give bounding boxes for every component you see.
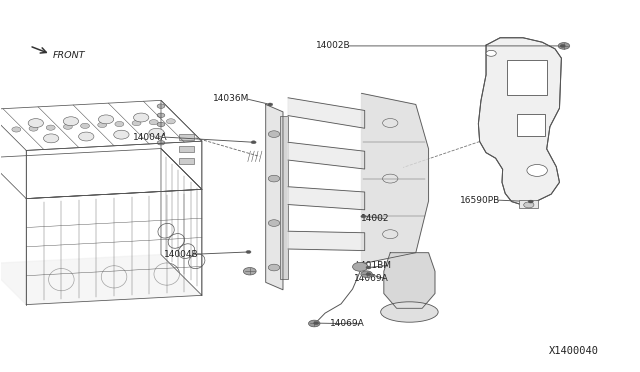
Circle shape xyxy=(63,124,72,129)
Circle shape xyxy=(149,120,158,125)
Circle shape xyxy=(79,132,94,141)
Circle shape xyxy=(157,141,165,145)
Circle shape xyxy=(268,131,280,137)
Circle shape xyxy=(361,271,372,278)
Circle shape xyxy=(268,220,280,227)
Polygon shape xyxy=(288,98,365,128)
Circle shape xyxy=(46,125,55,130)
Text: L401BM: L401BM xyxy=(356,261,392,270)
Text: 14002B: 14002B xyxy=(316,41,351,51)
Text: FRONT: FRONT xyxy=(53,51,86,60)
Circle shape xyxy=(353,262,368,271)
Circle shape xyxy=(268,175,280,182)
Polygon shape xyxy=(288,142,365,169)
Bar xyxy=(179,146,194,152)
Text: 14004A: 14004A xyxy=(133,132,168,142)
Circle shape xyxy=(12,127,21,132)
Circle shape xyxy=(366,273,371,276)
Circle shape xyxy=(524,202,534,208)
Circle shape xyxy=(560,44,565,47)
Text: 16590PB: 16590PB xyxy=(460,196,500,205)
Polygon shape xyxy=(478,38,561,205)
Text: 14069A: 14069A xyxy=(330,320,365,328)
Text: 14036M: 14036M xyxy=(213,94,250,103)
Text: X1400040: X1400040 xyxy=(548,346,598,356)
Polygon shape xyxy=(288,187,365,210)
Circle shape xyxy=(527,164,547,176)
Circle shape xyxy=(28,119,44,128)
Bar xyxy=(516,115,545,136)
Circle shape xyxy=(166,119,175,124)
Circle shape xyxy=(134,113,149,122)
Bar xyxy=(519,200,538,208)
Bar xyxy=(507,60,547,95)
Circle shape xyxy=(366,266,371,269)
Circle shape xyxy=(81,123,90,128)
Bar xyxy=(179,158,194,164)
Circle shape xyxy=(486,50,496,56)
Text: 14004B: 14004B xyxy=(164,250,198,259)
Circle shape xyxy=(361,215,366,218)
Bar xyxy=(179,134,194,140)
Circle shape xyxy=(157,104,165,108)
Circle shape xyxy=(99,115,114,124)
Circle shape xyxy=(268,264,280,271)
Circle shape xyxy=(251,141,256,144)
Circle shape xyxy=(314,322,319,325)
Circle shape xyxy=(149,128,164,137)
Circle shape xyxy=(115,121,124,126)
Circle shape xyxy=(98,122,107,128)
Circle shape xyxy=(268,103,273,106)
Circle shape xyxy=(44,134,59,143)
Circle shape xyxy=(157,131,165,136)
Circle shape xyxy=(528,200,533,203)
Polygon shape xyxy=(384,253,435,308)
Ellipse shape xyxy=(381,302,438,322)
Circle shape xyxy=(246,250,251,253)
Polygon shape xyxy=(362,93,429,264)
Circle shape xyxy=(243,267,256,275)
Circle shape xyxy=(157,122,165,127)
Circle shape xyxy=(63,117,79,126)
Text: 14002: 14002 xyxy=(360,214,389,223)
Bar xyxy=(280,116,288,279)
Circle shape xyxy=(558,42,570,49)
Circle shape xyxy=(114,130,129,139)
Circle shape xyxy=(308,320,320,327)
Circle shape xyxy=(29,126,38,131)
Circle shape xyxy=(132,121,141,126)
Polygon shape xyxy=(0,254,202,305)
Circle shape xyxy=(157,113,165,118)
Text: 14069A: 14069A xyxy=(354,274,389,283)
Polygon shape xyxy=(266,105,283,290)
Polygon shape xyxy=(288,231,365,251)
